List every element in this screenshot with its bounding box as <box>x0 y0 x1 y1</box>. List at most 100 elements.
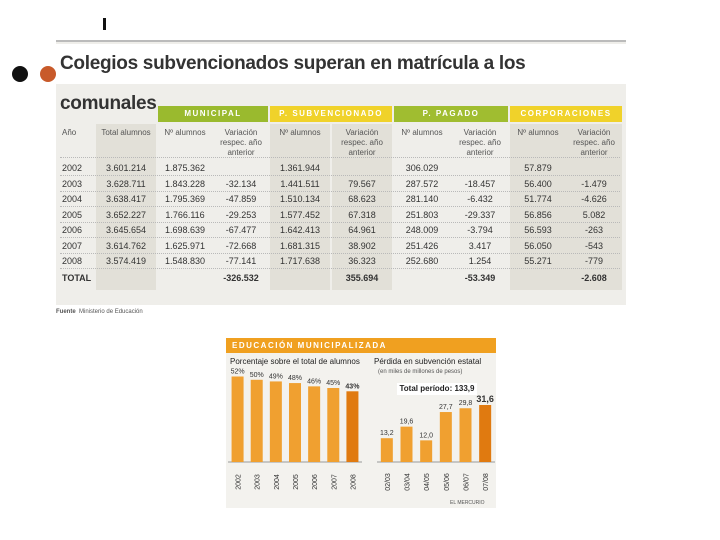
table-cell: 306.029 <box>405 163 439 173</box>
table-cell: 1.510.134 <box>279 194 321 204</box>
table-cell: 51.774 <box>524 194 552 204</box>
column-header: Variación respec. año anterior <box>341 128 383 157</box>
column-shade <box>510 124 566 290</box>
total-period-annotation: Total período: 133,9 <box>397 383 477 395</box>
bar <box>420 440 433 462</box>
data-label: 19,6 <box>400 419 414 426</box>
tick-label: 2004 <box>274 474 281 490</box>
table-cell: 2003 <box>62 178 83 189</box>
group-header: P. PAGADO <box>394 106 508 122</box>
tick-label: 06/07 <box>464 473 471 491</box>
table-cell: -29.253 <box>225 209 257 220</box>
table-cell: 67.318 <box>348 209 376 220</box>
data-label: 31,6 <box>476 394 494 404</box>
table-cell: -67.477 <box>225 225 257 235</box>
data-label: 12,0 <box>419 432 433 439</box>
table-cell: 252.680 <box>405 256 439 266</box>
table-cell: 248.009 <box>405 225 439 235</box>
table-cell: 1.698.639 <box>164 225 206 235</box>
data-label: 13,2 <box>380 430 394 437</box>
column-header: Nº alumnos <box>279 128 321 137</box>
table-cell: 1.681.315 <box>279 240 321 251</box>
table-cell: 1.642.413 <box>279 225 321 235</box>
column-header: Variación respec. año anterior <box>459 128 501 157</box>
table-cell: 64.961 <box>348 225 376 235</box>
tick-label: 2008 <box>350 474 357 490</box>
table-cell: 55.271 <box>524 256 552 266</box>
total-cell: -53.349 <box>464 272 496 283</box>
bar <box>439 412 452 462</box>
column-shade <box>566 124 622 290</box>
table-cell: 1.254 <box>468 256 492 266</box>
table-cell: 1.717.638 <box>279 256 321 266</box>
table-cell: 3.628.711 <box>106 178 146 189</box>
bar <box>308 386 321 462</box>
column-header: Nº alumnos <box>517 128 559 137</box>
table-cell: -1.479 <box>581 178 607 189</box>
table-cell: 3.417 <box>468 240 492 251</box>
bar <box>400 426 413 462</box>
table-cell: 3.645.654 <box>105 225 147 235</box>
chart-title-right: Pérdida en subvención estatal <box>374 357 482 366</box>
table-cell: 1.361.944 <box>279 163 321 173</box>
table-cell: 56.400 <box>524 178 552 189</box>
row-divider <box>60 237 620 239</box>
group-header: P. SUBVENCIONADO <box>270 106 392 122</box>
table-cell: -72.668 <box>225 240 257 251</box>
group-header: CORPORACIONES <box>510 106 622 122</box>
page-title: Colegios subvencionados superan en matrí… <box>56 44 626 114</box>
table-cell: 3.652.227 <box>105 209 147 220</box>
table-cell: 56.593 <box>524 225 552 235</box>
data-label: 29,8 <box>459 400 473 407</box>
data-label: 46% <box>307 378 321 385</box>
row-divider <box>60 221 620 224</box>
slide-mark <box>103 18 106 30</box>
table-cell: 1.441.511 <box>280 178 320 189</box>
table-cell: 281.140 <box>405 194 439 204</box>
table-cell: 2006 <box>62 225 83 235</box>
table-cell: 79.567 <box>348 178 376 189</box>
bar <box>327 388 340 462</box>
tick-label: 2006 <box>312 474 319 490</box>
tick-label: 04/05 <box>424 473 431 491</box>
table-cell: 1.875.362 <box>164 163 206 173</box>
data-label: 50% <box>250 372 264 379</box>
table-cell: 36.323 <box>348 256 376 266</box>
bar <box>380 438 393 462</box>
table-cell: 2005 <box>62 209 83 220</box>
row-divider <box>60 190 620 193</box>
table-cell: 1.766.116 <box>165 209 205 220</box>
bar <box>346 391 359 462</box>
data-label: 49% <box>269 373 283 380</box>
source-note: Fuente Ministerio de Educación <box>56 309 143 315</box>
table-cell: 2002 <box>62 163 83 173</box>
total-cell: 355.694 <box>345 272 379 283</box>
table-cell: 1.795.369 <box>164 194 206 204</box>
chart-title-left: Porcentaje sobre el total de alumnos <box>230 357 360 366</box>
tick-label: 02/03 <box>385 473 392 491</box>
table-cell: -29.337 <box>464 209 496 220</box>
data-label: 43% <box>345 383 360 390</box>
table-cell: 1.843.228 <box>164 178 206 189</box>
data-label: 48% <box>288 375 302 382</box>
table-cell: 1.625.971 <box>164 240 206 251</box>
table-cell: 1.548.830 <box>164 256 206 266</box>
source-value: Ministerio de Educación <box>79 309 143 315</box>
credit: EL MERCURIO <box>450 500 485 506</box>
table-cell: 3.601.214 <box>105 163 147 173</box>
source-label: Fuente <box>56 309 76 315</box>
bar <box>231 376 244 462</box>
data-label: 27,7 <box>439 404 453 411</box>
table-cell: -18.457 <box>464 178 496 189</box>
column-shade <box>270 124 330 290</box>
total-cell: -326.532 <box>223 272 259 283</box>
table-cell: 2008 <box>62 256 83 266</box>
table-cell: 3.614.762 <box>105 240 147 251</box>
table-cell: 2007 <box>62 240 83 251</box>
column-header: Nº alumnos <box>401 128 443 137</box>
column-shade <box>332 124 392 290</box>
bar <box>269 381 282 462</box>
bar <box>289 383 301 462</box>
tick-label: 07/08 <box>483 473 490 491</box>
total-cell: -2.608 <box>581 272 607 283</box>
